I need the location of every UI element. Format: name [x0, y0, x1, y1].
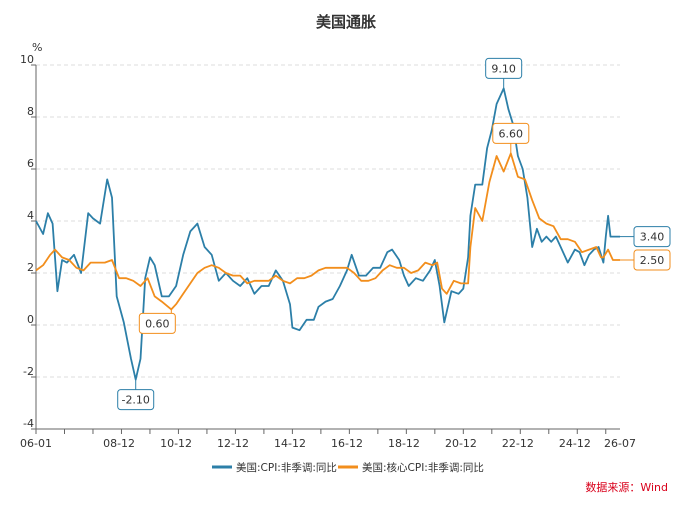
y-axis-unit: % [32, 41, 42, 54]
x-tick-label: 06-01 [20, 437, 52, 450]
x-tick-label: 22-12 [502, 437, 534, 450]
x-tick-label: 24-12 [559, 437, 591, 450]
grid-lines [36, 64, 620, 378]
callout-box [138, 312, 176, 334]
source-note: 数据来源：Wind [585, 480, 668, 494]
x-tick-label: 18-12 [388, 437, 420, 450]
callout-label: 3.40 [640, 231, 665, 244]
y-tick-label: 10 [20, 53, 34, 66]
core-cpi-line [35, 152, 620, 311]
value-callouts: 9.10 -2.10 6.60 0.60 3.40 2.50 [117, 57, 671, 411]
callout-box [485, 57, 523, 79]
x-tick-label: 26-07 [604, 437, 636, 450]
y-tick-label: 4 [27, 209, 34, 222]
axes: -4 -2 0 2 4 6 8 10 06-01 08-12 10-12 12-12 14-12 16-1… [20, 53, 636, 450]
series-lines [35, 87, 620, 381]
callout-box [633, 226, 671, 248]
chart-title: 美国通胀 [316, 13, 376, 31]
x-tick-label: 20-12 [445, 437, 477, 450]
cpi-line [35, 87, 620, 381]
legend: 美国:CPI:非季调:同比 美国:核心CPI:非季调:同比 [212, 461, 484, 474]
y-tick-label: 6 [27, 157, 34, 170]
callout-label: 0.60 [145, 317, 170, 330]
callout-box [492, 122, 530, 144]
x-tick-label: 10-12 [160, 437, 192, 450]
legend-item-core-cpi: 美国:核心CPI:非季调:同比 [362, 461, 484, 474]
x-tick-label: 14-12 [274, 437, 306, 450]
callout-label: 6.60 [499, 127, 524, 140]
y-tick-label: -2 [23, 365, 34, 378]
y-tick-label: -4 [23, 417, 34, 430]
x-tick-label: 12-12 [217, 437, 249, 450]
y-tick-label: 2 [27, 261, 34, 274]
callout-label: 9.10 [491, 62, 516, 75]
x-tick-label: 16-12 [331, 437, 363, 450]
callout-box [633, 249, 671, 271]
y-tick-label: 0 [27, 313, 34, 326]
legend-item-cpi: 美国:CPI:非季调:同比 [236, 461, 337, 474]
callout-label: 2.50 [640, 254, 665, 267]
callout-box [117, 389, 155, 411]
callout-label: -2.10 [121, 394, 149, 407]
x-tick-label: 08-12 [103, 437, 135, 450]
y-tick-label: 8 [27, 105, 34, 118]
